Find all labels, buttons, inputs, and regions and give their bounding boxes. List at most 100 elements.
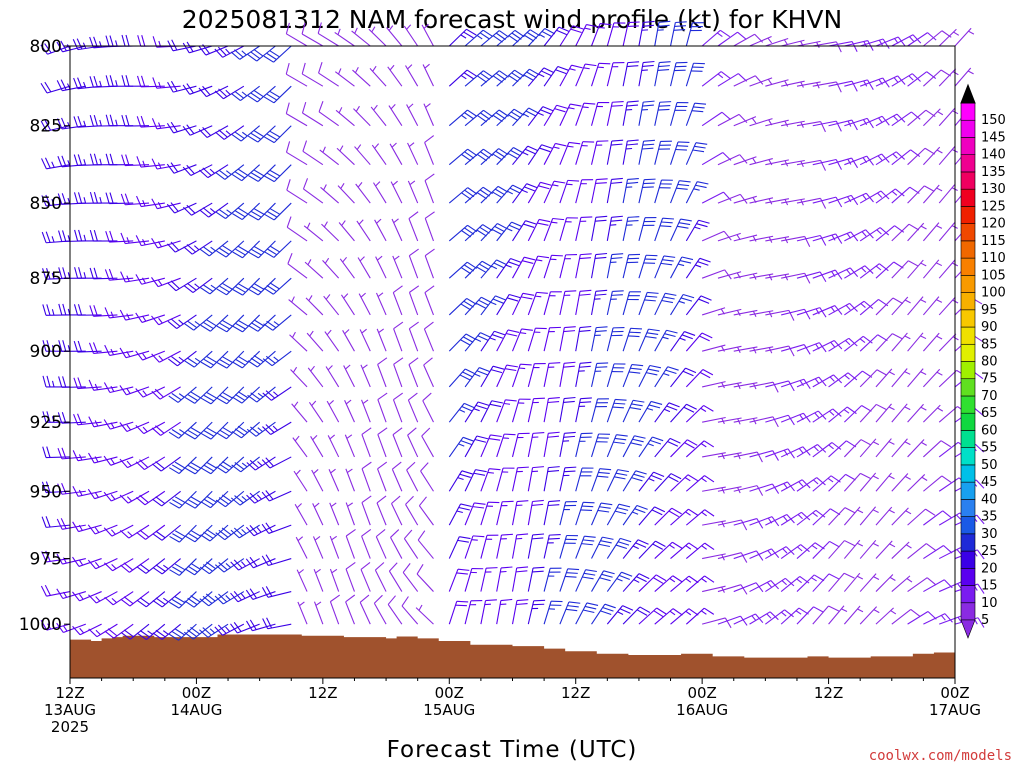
- wind-barb: [318, 100, 339, 127]
- wind-barb: [424, 248, 435, 279]
- wind-barb: [575, 102, 596, 126]
- wind-barb: [796, 509, 826, 526]
- wind-barb: [322, 257, 340, 279]
- wind-barb: [448, 503, 472, 526]
- wind-barb: [329, 594, 341, 625]
- wind-barb: [247, 45, 276, 62]
- wind-barb: [121, 114, 150, 127]
- wind-barb: [781, 235, 811, 247]
- wind-barb: [135, 421, 166, 435]
- wind-barb: [923, 545, 953, 560]
- wind-barb: [844, 79, 874, 90]
- wind-barb: [638, 60, 655, 87]
- wind-barb: [654, 101, 672, 126]
- y-tick-label: 925: [30, 413, 62, 433]
- wind-barb: [922, 332, 943, 352]
- wind-barb: [780, 378, 811, 389]
- wind-barb: [812, 269, 843, 280]
- wind-barb: [559, 361, 576, 388]
- wind-barb: [733, 116, 757, 127]
- wind-barb: [828, 507, 856, 526]
- wind-barb: [559, 396, 576, 423]
- wind-barb: [262, 386, 292, 401]
- wind-barb: [543, 291, 562, 316]
- wind-barb: [559, 103, 582, 126]
- wind-barb: [232, 202, 261, 221]
- wind-barb: [638, 574, 667, 592]
- wind-barb: [670, 575, 699, 592]
- wind-barb: [42, 304, 71, 316]
- wind-barb: [891, 609, 921, 625]
- wind-barb: [496, 329, 520, 352]
- wind-barb: [812, 41, 842, 53]
- wind-barb: [329, 535, 340, 559]
- colorbar-label: 150: [981, 113, 1006, 128]
- wind-barb: [828, 80, 858, 92]
- wind-barb: [828, 194, 859, 206]
- wind-barb: [606, 253, 624, 279]
- wind-barb: [606, 22, 626, 47]
- wind-barb: [591, 23, 612, 47]
- wind-barb: [407, 427, 419, 458]
- wind-barb: [670, 542, 699, 559]
- wind-barb: [654, 473, 682, 492]
- colorbar-label: 80: [981, 355, 998, 370]
- wind-barb: [480, 434, 502, 458]
- wind-barb: [168, 386, 197, 403]
- x-tick-label: 2025: [51, 718, 89, 736]
- wind-barb: [168, 623, 197, 641]
- wind-barb: [464, 332, 491, 352]
- wind-barb: [527, 533, 545, 559]
- wind-barb: [232, 350, 261, 369]
- wind-barb: [575, 569, 597, 592]
- wind-barb: [285, 102, 308, 127]
- wind-barb: [859, 403, 887, 423]
- wind-barb: [670, 218, 692, 242]
- wind-barb: [575, 141, 595, 165]
- wind-barb: [231, 85, 260, 102]
- wind-barb: [407, 392, 419, 423]
- wind-barb: [859, 369, 888, 388]
- wind-barb: [403, 24, 419, 47]
- wind-barb: [559, 500, 578, 526]
- wind-barb: [424, 211, 435, 242]
- wind-barb: [670, 608, 699, 625]
- wind-barb: [828, 41, 858, 53]
- wind-barb: [121, 75, 150, 87]
- wind-barb: [198, 85, 229, 98]
- y-tick-label: 975: [30, 550, 62, 570]
- wind-barb: [286, 216, 308, 242]
- wind-barb: [406, 103, 419, 126]
- wind-barb: [264, 125, 292, 144]
- colorbar-label: 35: [981, 510, 998, 525]
- wind-barb: [781, 272, 811, 284]
- wind-barb: [327, 434, 340, 458]
- wind-barb: [496, 598, 513, 625]
- wind-barb: [512, 256, 536, 279]
- wind-barb: [606, 215, 623, 241]
- wind-barb: [717, 73, 748, 87]
- wind-barb: [638, 178, 656, 204]
- wind-barb: [312, 502, 324, 526]
- colorbar-label: 30: [981, 527, 998, 542]
- wind-barb: [151, 421, 181, 436]
- colorbar-swatch: [960, 464, 976, 483]
- wind-barb: [248, 202, 276, 221]
- wind-barb: [344, 434, 355, 458]
- wind-barb: [325, 365, 340, 388]
- wind-barb: [72, 485, 102, 497]
- wind-barb: [245, 556, 276, 569]
- wind-barb: [685, 62, 705, 87]
- wind-barb: [843, 439, 872, 458]
- colorbar-swatch: [960, 309, 976, 328]
- wind-barb: [622, 291, 641, 316]
- wind-barb: [390, 180, 403, 204]
- wind-barb: [285, 141, 308, 166]
- wind-barb: [152, 591, 181, 608]
- wind-barb: [512, 145, 539, 166]
- wind-barb: [345, 528, 356, 559]
- wind-barb: [182, 202, 213, 216]
- wind-barb: [875, 188, 905, 204]
- wind-barb: [702, 416, 726, 425]
- wind-barb: [765, 309, 795, 321]
